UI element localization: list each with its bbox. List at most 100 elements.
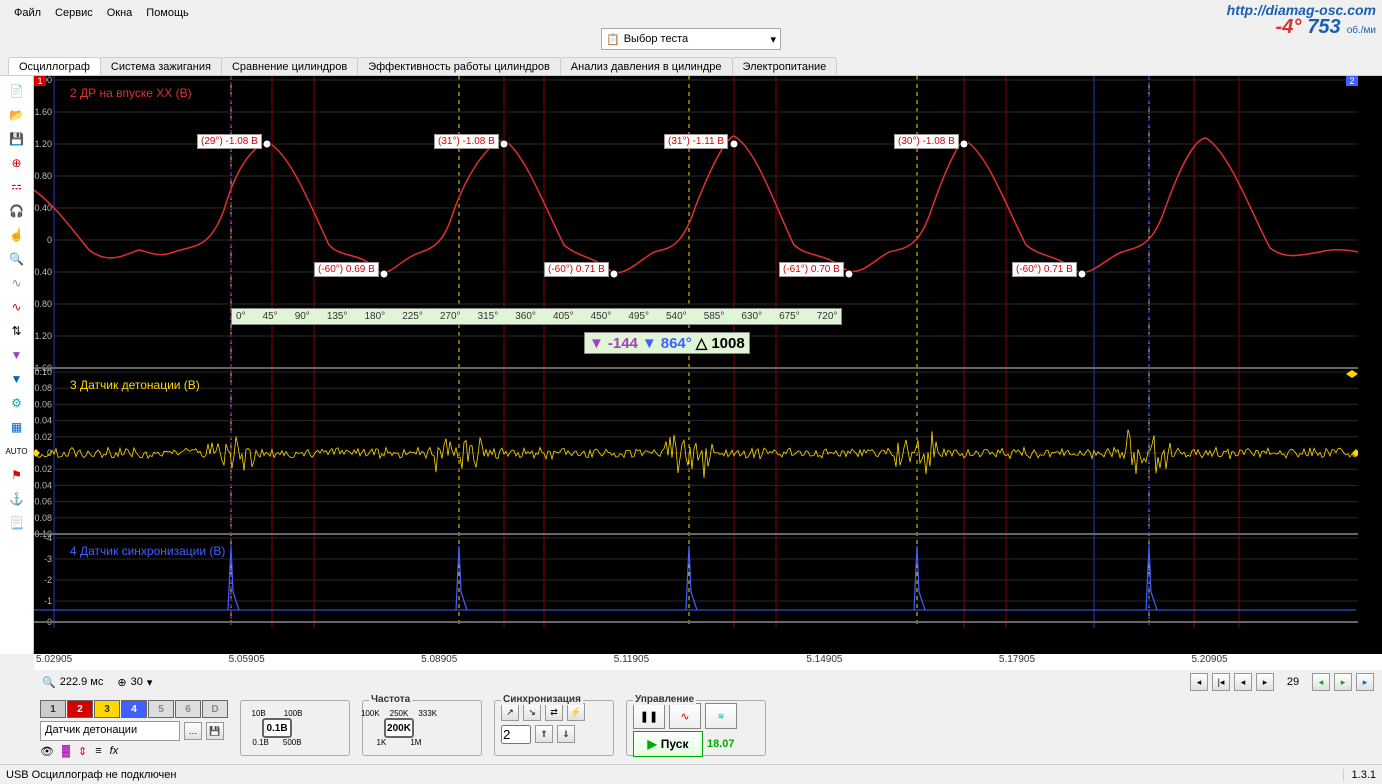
tab-ignition[interactable]: Система зажигания [100,57,222,75]
menu-file[interactable]: Файл [8,5,47,21]
sync-up-icon[interactable]: ⇑ [535,725,553,743]
svg-text:-3: -3 [44,554,52,564]
marker1-icon[interactable]: ▼ [5,344,29,366]
nav-row: 🔍 222.9 мс ⊕ 30 ▾ ◂ |◂ ◂ ▸ 29 ◂ ▸ ▸ [34,670,1382,694]
svg-text:-0.02: -0.02 [34,464,52,474]
pointer-icon[interactable]: ☝ [5,224,29,246]
sync-pulse-icon[interactable]: ⚡ [567,703,585,721]
channel-name-input[interactable]: Датчик детонации [40,721,180,741]
channel-D-button[interactable]: D [202,700,228,718]
svg-text:1.20: 1.20 [34,331,52,341]
voltage-knob[interactable]: 10B100B 0.1В 0.1B500B [247,703,307,753]
doc-icon[interactable]: 📃 [5,512,29,534]
degree-scale: 0°45°90°135°180°225°270°315°360°405°450°… [231,308,842,325]
svg-text:0.06: 0.06 [34,399,52,409]
tab-cylinder-compare[interactable]: Сравнение цилиндров [221,57,358,75]
cursor-readout: ▼-144▼864°△1008 [584,332,750,354]
anchor-icon[interactable]: ⚓ [5,488,29,510]
channel-save-icon[interactable]: 💾 [206,722,224,740]
channel-2-button[interactable]: 2 [67,700,93,718]
headset-icon[interactable]: 🎧 [5,200,29,222]
svg-text:-1.60: -1.60 [34,107,52,117]
flag-icon[interactable]: ⚑ [5,464,29,486]
channel-4-button[interactable]: 4 [121,700,147,718]
ch2-toggle[interactable]: ∿ [5,296,29,318]
nav-prev[interactable]: ◂ [1234,673,1252,691]
svg-text:0: 0 [47,448,52,458]
sync-down-icon[interactable]: ⇓ [557,725,575,743]
chevron-down-icon[interactable]: ▾ [147,676,153,689]
auto-icon[interactable]: AUTO [5,440,29,462]
svg-text:-0.08: -0.08 [34,513,52,523]
tab-pressure[interactable]: Анализ давления в цилиндре [560,57,733,75]
elapsed-time: 18.07 [707,738,735,750]
nav-prev-frame[interactable]: |◂ [1212,673,1230,691]
tab-cylinder-efficiency[interactable]: Эффективность работы цилиндров [357,57,561,75]
frequency-knob[interactable]: 100K250K333K 200K 1K1M [369,703,429,753]
rpm-display: -4° 753 об./ми [1276,16,1376,39]
voltage-panel: 10B100B 0.1В 0.1B500B [240,700,350,756]
start-button[interactable]: ▶Пуск [633,731,703,757]
test-selector[interactable]: 📋 Выбор теста ▾ [601,28,781,50]
svg-text:2: 2 [1349,76,1354,86]
sync-rise-icon[interactable]: ↗ [501,703,519,721]
color-icon[interactable]: ▓ [62,745,70,758]
menubar: Файл Сервис Окна Помощь [0,0,1382,26]
svg-text:0.04: 0.04 [34,416,52,426]
nav-next[interactable]: ▸ [1256,673,1274,691]
chevron-down-icon: ▾ [770,33,776,46]
channel-3-button[interactable]: 3 [94,700,120,718]
frequency-panel: Частота 100K250K333K 200K 1K1M [362,700,482,756]
menu-windows[interactable]: Окна [101,5,139,21]
ch1-toggle[interactable]: ∿ [5,272,29,294]
peak-marker: (31°) -1.08 В [434,134,499,149]
new-icon[interactable]: 📄 [5,80,29,102]
valley-marker: (-60°) 0.71 В [1012,262,1077,277]
eye-icon[interactable]: 👁 [40,745,54,758]
valley-marker: (-60°) 0.71 В [544,262,609,277]
sync-fall-icon[interactable]: ↘ [523,703,541,721]
sync-channel-input[interactable] [501,725,531,744]
nav-play-fwd[interactable]: ▸ [1334,673,1352,691]
svg-text:0.10: 0.10 [34,367,52,377]
open-icon[interactable]: 📂 [5,104,29,126]
zoom-out-icon[interactable]: 🔍 [42,676,56,689]
multi-button[interactable]: ≋ [705,703,737,729]
save-icon[interactable]: 💾 [5,128,29,150]
svg-text:0.08: 0.08 [34,383,52,393]
clipboard-icon: 📋 [606,33,620,46]
wave-icon[interactable]: 𝌂 [5,176,29,198]
target-icon[interactable]: ⊕ [117,676,126,689]
lines-icon[interactable]: ≡ [95,745,101,758]
menu-help[interactable]: Помощь [140,5,195,21]
channel-title: 3 Датчик детонации (В) [70,378,200,392]
timebase-value: 222.9 мс [60,676,104,688]
peak-marker: (29°) -1.08 В [197,134,262,149]
nav-end[interactable]: ▸ [1356,673,1374,691]
tab-power[interactable]: Электропитание [732,57,838,75]
pause-button[interactable]: ❚❚ [633,703,665,729]
nav-play-back[interactable]: ◂ [1312,673,1330,691]
svg-text:-0.06: -0.06 [34,497,52,507]
tab-bar: Осциллограф Система зажигания Сравнение … [0,52,1382,76]
marker2-icon[interactable]: ▼ [5,368,29,390]
channel-6-button[interactable]: 6 [175,700,201,718]
svg-text:-0.04: -0.04 [34,480,52,490]
fx-icon[interactable]: fx [110,745,119,758]
record-button[interactable]: ∿ [669,703,701,729]
grid-icon[interactable]: ▦ [5,416,29,438]
measure-icon[interactable]: ⊕ [5,152,29,174]
status-text: USB Осциллограф не подключен [6,769,176,781]
sync-level-icon[interactable]: ⇄ [545,703,563,721]
channel-5-button[interactable]: 5 [148,700,174,718]
updown-icon[interactable]: ⇕ [78,745,87,758]
engine-icon[interactable]: ⚙ [5,392,29,414]
zoom-icon[interactable]: 🔍 [5,248,29,270]
nav-first[interactable]: ◂ [1190,673,1208,691]
channel-browse[interactable]: … [184,722,202,740]
menu-service[interactable]: Сервис [49,5,99,21]
tab-oscilloscope[interactable]: Осциллограф [8,57,101,75]
channel-1-button[interactable]: 1 [40,700,66,718]
cursors-icon[interactable]: ⇅ [5,320,29,342]
oscilloscope-display[interactable]: -2.00-1.60-1.20-0.80-0.4000.400.801.201.… [34,76,1382,654]
